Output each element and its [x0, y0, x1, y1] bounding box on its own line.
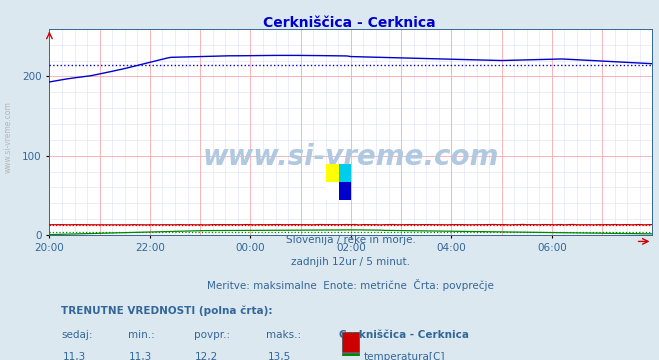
FancyBboxPatch shape	[342, 332, 358, 352]
Text: 11,3: 11,3	[63, 352, 86, 360]
Text: maks.:: maks.:	[266, 330, 302, 340]
Text: TRENUTNE VREDNOSTI (polna črta):: TRENUTNE VREDNOSTI (polna črta):	[61, 305, 273, 316]
Text: Cerkniščica - Cerknica: Cerkniščica - Cerknica	[339, 330, 469, 340]
Bar	[339, 182, 351, 200]
Text: www.si-vreme.com: www.si-vreme.com	[203, 143, 499, 171]
Text: Slovenija / reke in morje.: Slovenija / reke in morje.	[286, 235, 416, 245]
Text: 12,2: 12,2	[195, 352, 218, 360]
Text: temperatura[C]: temperatura[C]	[364, 352, 445, 360]
Text: Meritve: maksimalne  Enote: metrične  Črta: povprečje: Meritve: maksimalne Enote: metrične Črta…	[208, 279, 494, 291]
Text: 11,3: 11,3	[129, 352, 152, 360]
FancyBboxPatch shape	[342, 354, 358, 360]
Bar	[339, 164, 351, 182]
Bar	[326, 182, 339, 200]
Text: zadnjih 12ur / 5 minut.: zadnjih 12ur / 5 minut.	[291, 257, 411, 267]
Text: Cerkniščica - Cerknica: Cerkniščica - Cerknica	[263, 16, 436, 30]
Text: www.si-vreme.com: www.si-vreme.com	[3, 101, 13, 173]
Text: povpr.:: povpr.:	[194, 330, 230, 340]
Bar	[326, 164, 339, 182]
Text: 13,5: 13,5	[268, 352, 291, 360]
Text: min.:: min.:	[128, 330, 155, 340]
Text: sedaj:: sedaj:	[61, 330, 93, 340]
